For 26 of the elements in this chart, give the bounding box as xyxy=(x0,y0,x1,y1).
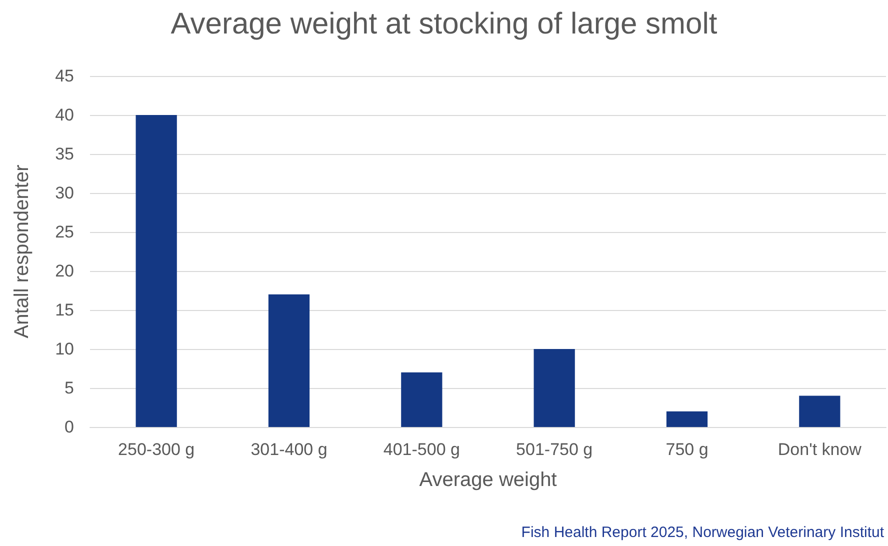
y-tick-label: 30 xyxy=(55,184,74,202)
bar xyxy=(666,411,708,427)
x-tick-label: 501-750 g xyxy=(516,440,593,459)
bar xyxy=(136,115,177,427)
x-tick-label: Don't know xyxy=(778,440,862,459)
x-tick-label: 301-400 g xyxy=(250,440,328,459)
y-tick-label: 35 xyxy=(55,144,74,164)
y-tick-label: 25 xyxy=(55,222,74,242)
y-tick-label: 10 xyxy=(55,340,74,358)
bar xyxy=(534,349,575,427)
y-tick-label: 40 xyxy=(55,106,74,124)
y-tick-label: 15 xyxy=(55,300,74,320)
y-tick-label: 20 xyxy=(55,262,74,280)
y-tick-label: 0 xyxy=(64,418,74,436)
y-axis-title: Antall respondenter xyxy=(11,164,33,338)
y-tick-label: 45 xyxy=(55,66,74,86)
y-tick-label: 5 xyxy=(64,378,74,398)
x-axis-title: Average weight xyxy=(419,469,558,491)
text: Fish Health Report 2025, Norwegian Veterinary Institut xyxy=(521,524,885,541)
bar xyxy=(268,294,310,427)
bar xyxy=(799,396,840,427)
bar xyxy=(401,372,442,427)
x-tick-label: 250-300 g xyxy=(118,440,195,459)
chart-title: Average weight at stocking of large smolt xyxy=(170,8,718,40)
x-tick-label: 401-500 g xyxy=(383,440,460,459)
x-tick-label: 750 g xyxy=(666,440,708,459)
